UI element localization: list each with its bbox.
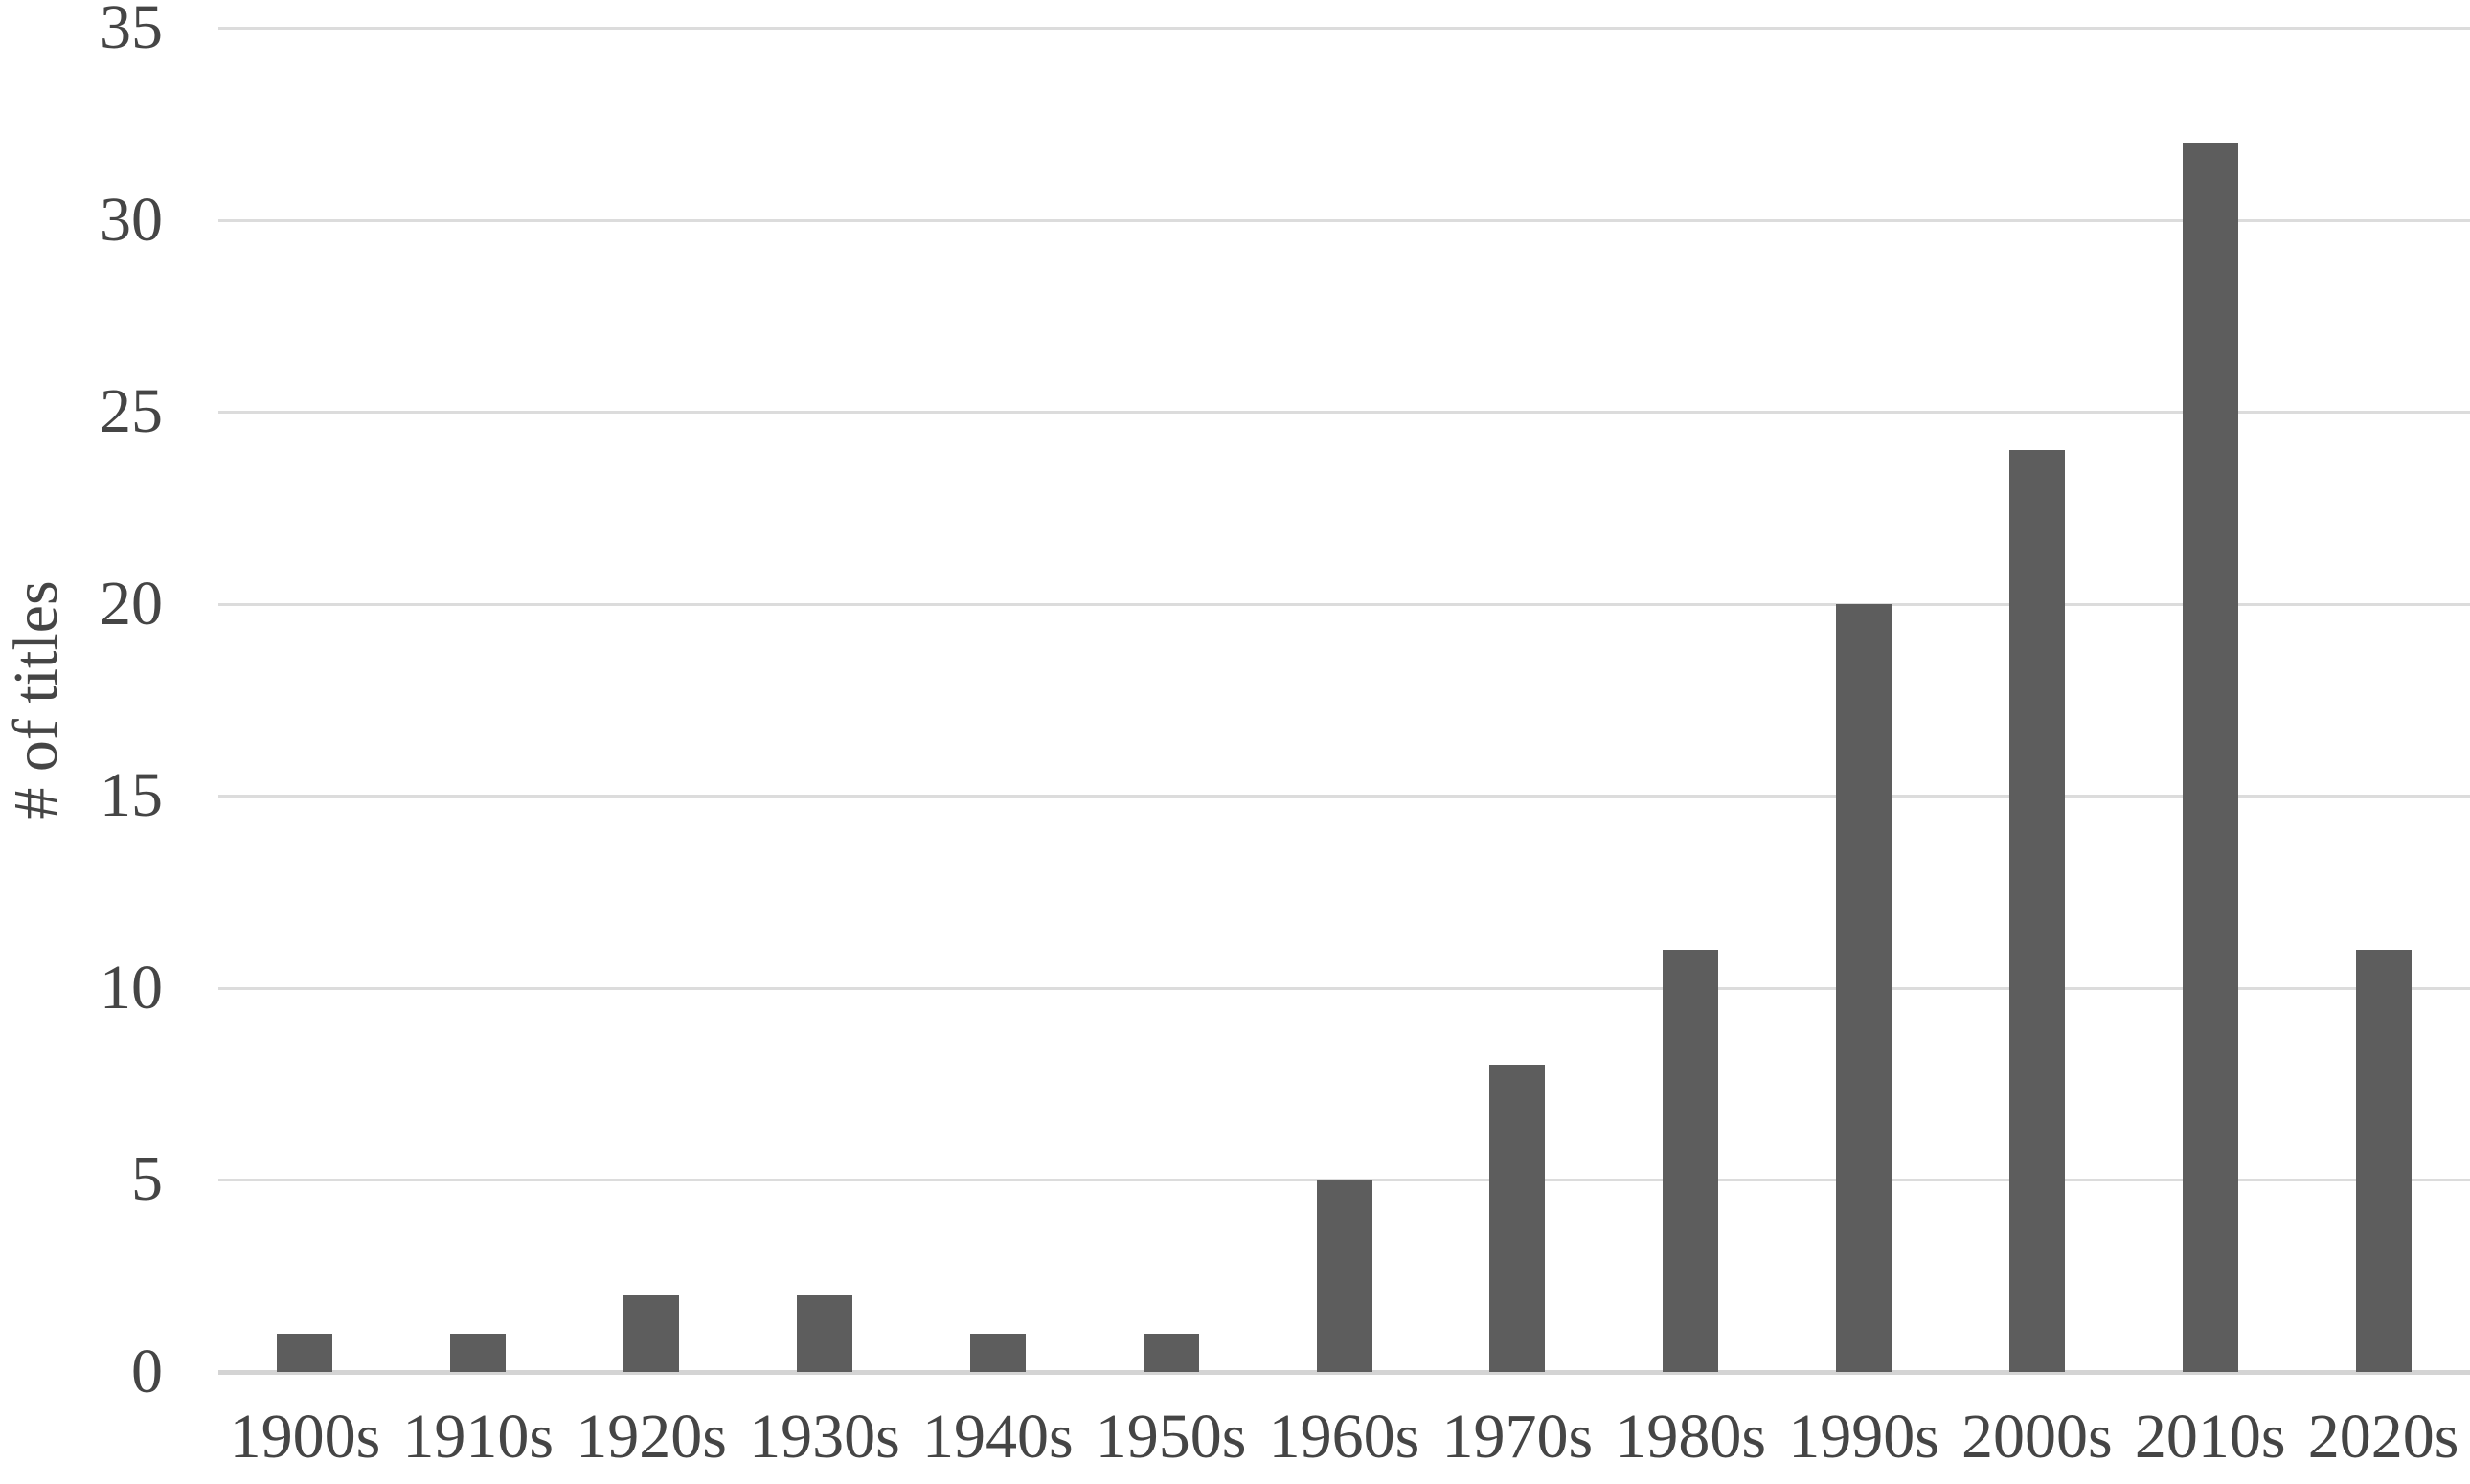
y-gridline-35 [218,27,2470,30]
bar-2020s [2355,949,2412,1372]
x-axis-line [218,1370,2470,1375]
bar-1900s [277,1333,333,1372]
bar-1950s [1143,1333,1199,1372]
y-gridline-10 [218,986,2470,990]
y-tick-label-20: 20 [100,568,163,639]
x-tick-label-1990s: 1990s [1788,1402,1939,1472]
x-tick-label-2010s: 2010s [2134,1402,2286,1472]
y-tick-label-30: 30 [100,184,163,255]
y-tick-label-35: 35 [100,0,163,62]
y-tick-label-5: 5 [131,1144,163,1215]
bar-1920s [623,1294,680,1372]
y-gridline-30 [218,218,2470,222]
x-tick-label-1960s: 1960s [1268,1402,1420,1472]
x-tick-label-1940s: 1940s [921,1402,1074,1472]
x-tick-label-1970s: 1970s [1441,1402,1594,1472]
x-tick-label-1930s: 1930s [749,1402,900,1472]
bar-1940s [969,1333,1026,1372]
y-tick-label-0: 0 [131,1337,163,1406]
x-tick-label-1980s: 1980s [1615,1402,1767,1472]
y-tick-label-10: 10 [100,952,163,1023]
bar-1930s [796,1294,852,1372]
bar-1980s [1663,949,1719,1372]
x-tick-label-2000s: 2000s [1961,1402,2113,1472]
y-gridline-25 [218,411,2470,415]
bar-2010s [2182,143,2238,1372]
x-tick-label-1920s: 1920s [576,1402,727,1472]
bar-1960s [1316,1180,1372,1372]
bar-1910s [450,1333,507,1372]
bar-2000s [2008,450,2065,1372]
x-tick-label-1900s: 1900s [229,1402,381,1472]
x-tick-label-1910s: 1910s [402,1402,555,1472]
x-tick-label-2020s: 2020s [2307,1402,2459,1472]
y-gridline-15 [218,795,2470,798]
y-tick-label-15: 15 [100,760,163,831]
y-gridline-20 [218,602,2470,606]
y-tick-label-25: 25 [100,376,163,447]
bar-1970s [1489,1065,1546,1372]
x-tick-label-1950s: 1950s [1095,1402,1247,1472]
bar-1990s [1836,603,1892,1372]
